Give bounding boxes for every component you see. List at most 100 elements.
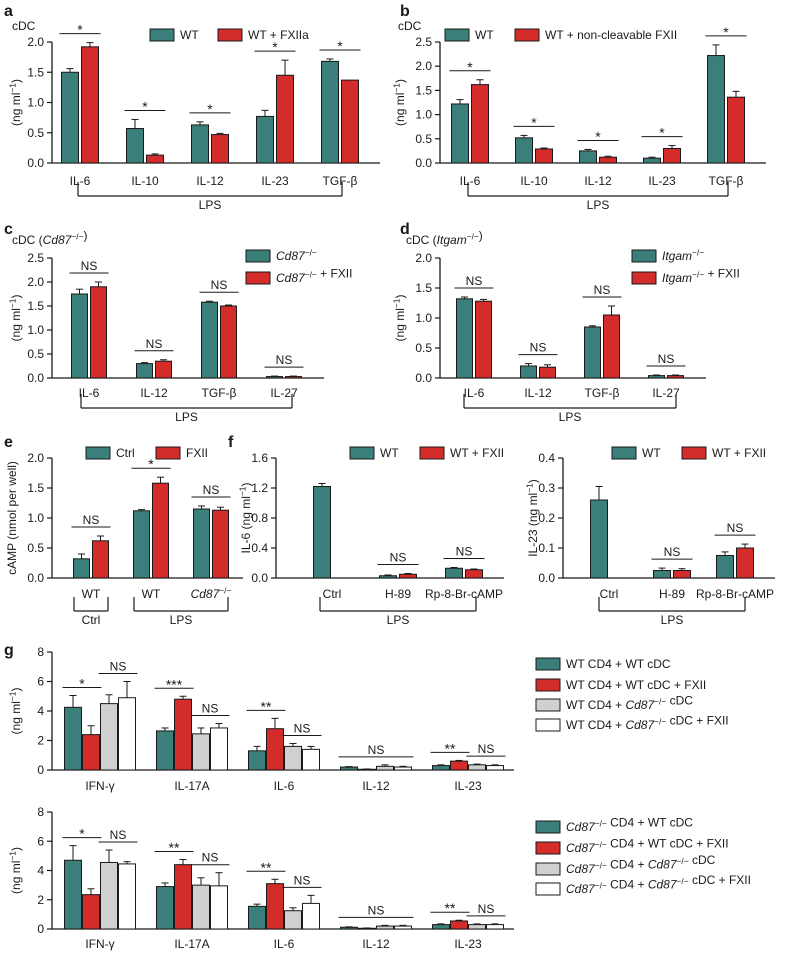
bar-g2-0-3 [118, 863, 136, 930]
bar-a-2-0 [191, 124, 209, 164]
legend-label-sup: −/− [595, 880, 607, 890]
chart-title: cDC [398, 19, 422, 33]
x-tick-label-part: IL-12 [584, 174, 612, 188]
bar-g-3-0 [340, 766, 358, 771]
legend-label-gene: Cd87 [625, 718, 655, 732]
sig-label: NS [594, 283, 611, 297]
legend-label-gene: Cd87 [648, 877, 678, 891]
y-tick-label: 6 [37, 834, 44, 848]
x-tick-label: IL-6 [79, 386, 100, 400]
x-tick-label-part: IL-17A [174, 937, 209, 951]
y-axis-label-sup: −1 [524, 483, 534, 493]
legend-label: Cd87−/− CD4 + Cd87−/− cDC + FXII [566, 873, 751, 896]
panel-letter-e: e [4, 434, 13, 451]
sig-label: NS [276, 353, 293, 367]
legend-swatch [155, 446, 181, 460]
sig-label: * [79, 826, 85, 842]
bar-b-4-0 [707, 55, 725, 164]
x-tick-label: TGF-β [585, 386, 620, 400]
y-tick-label: 2 [37, 734, 44, 748]
bar-b-0-1 [471, 84, 489, 164]
bar-f-1-0 [379, 575, 397, 579]
y-tick-label: 1.5 [415, 281, 432, 295]
y-tick-label: 6 [37, 675, 44, 689]
sig-label: ** [261, 698, 272, 714]
bar-f-0-0 [313, 486, 331, 579]
x-tick-label-part: IL-10 [131, 174, 159, 188]
x-tick-label-part: IL-6 [70, 174, 91, 188]
legend-label: WT [180, 28, 199, 42]
y-axis-label-part: ) [393, 295, 407, 299]
bar-g-0-2 [100, 703, 118, 771]
chart-title-part: cDC [398, 19, 422, 33]
bar-g-2-1 [266, 728, 284, 771]
sig-label: NS [727, 521, 744, 535]
legend-label-sup: −/− [654, 716, 666, 726]
legend-label-part: + FXII [317, 266, 353, 280]
y-tick-label: 0.0 [415, 371, 432, 385]
y-tick-label: 2.0 [415, 59, 432, 73]
bar-g2-0-0 [64, 859, 82, 930]
bar-g2-3-3 [394, 925, 412, 930]
y-tick-label: 1.5 [27, 481, 44, 495]
legend-label: WT [475, 28, 494, 42]
legend-label: Cd87−/− CD4 + WT cDC + FXII [566, 836, 729, 855]
x-tick-label: TGF-β [202, 386, 237, 400]
bar-a-2-1 [211, 134, 229, 164]
x-tick-label: WT [142, 587, 161, 601]
x-tick-label-part: IL-12 [524, 386, 552, 400]
bar-g2-4-0 [432, 924, 450, 930]
sig-label: NS [664, 545, 681, 559]
chart-panel-f2: 0.0 0.1 0.2 0.3 0.4 IL-23 (ng ml−1) Ctrl H-89 Rp… [524, 446, 775, 627]
bar-d-1-0 [520, 365, 537, 379]
legend-label: Itgam−/− [662, 247, 704, 263]
legend-label: WT + non-cleavable FXII [545, 28, 677, 42]
bar-g-1-1 [174, 698, 192, 771]
legend-label-part: WT [180, 28, 199, 42]
legend-swatch [245, 249, 271, 263]
chart-title: cDC (Cd87−/−) [12, 228, 87, 247]
x-tick-label: IL-27 [652, 386, 680, 400]
bar-f2-1-1 [673, 570, 691, 579]
x-tick-label-part: Ctrl [323, 587, 342, 601]
sig-label: * [77, 22, 83, 38]
sig-label: NS [294, 721, 311, 735]
x-tick-label-part: IL-17A [174, 779, 209, 793]
x-tick-label-part: IL-23 [648, 174, 676, 188]
bar-g2-2-2 [284, 910, 302, 930]
sig-label: * [207, 101, 213, 117]
legend-swatch [535, 841, 561, 855]
sig-label: NS [110, 828, 127, 842]
bar-g-2-0 [248, 750, 266, 771]
sig-label: * [595, 128, 601, 144]
x-tick-label-part: IL-6 [274, 779, 295, 793]
x-tick-label: TGF-β [323, 174, 358, 188]
legend-label-sup: −/− [677, 876, 689, 886]
chart-title-part: ) [479, 228, 483, 242]
chart-title: cDC (Itgam−/−) [406, 228, 483, 247]
bar-g-3-2 [376, 765, 394, 771]
y-axis-label-part: (ng ml [9, 93, 23, 126]
x-tick-label-part: IFN-γ [85, 779, 114, 793]
x-tick-label-part: TGF-β [202, 386, 237, 400]
legend-label: WT [642, 446, 661, 460]
x-tick-label-part: IL-27 [270, 386, 298, 400]
x-tick-label: IL-23 [261, 174, 289, 188]
legend-label-part: + FXII [704, 266, 740, 280]
group-label: LPS [661, 613, 684, 627]
bar-g2-2-3 [302, 902, 320, 930]
x-tick-label-part: TGF-β [709, 174, 744, 188]
group-label: LPS [175, 410, 198, 424]
y-tick-label: 0 [37, 922, 44, 936]
x-tick-label-part: IL-6 [460, 174, 481, 188]
x-tick-label: IL-6 [274, 937, 295, 951]
y-tick-label: 0.3 [538, 481, 555, 495]
legend-swatch [535, 698, 561, 712]
bar-b-1-0 [515, 137, 533, 164]
y-axis-label-part: ) [9, 688, 23, 692]
x-tick-label: IL-10 [131, 174, 159, 188]
y-axis-label-part: (ng ml [9, 701, 23, 734]
x-tick-label: H-89 [659, 587, 685, 601]
bar-e-1-1 [152, 482, 169, 579]
chart-panel-a: 0.0 0.5 1.0 1.5 2.0 (ng ml−1) IL-6 IL-10 IL-12 IL… [7, 19, 380, 212]
